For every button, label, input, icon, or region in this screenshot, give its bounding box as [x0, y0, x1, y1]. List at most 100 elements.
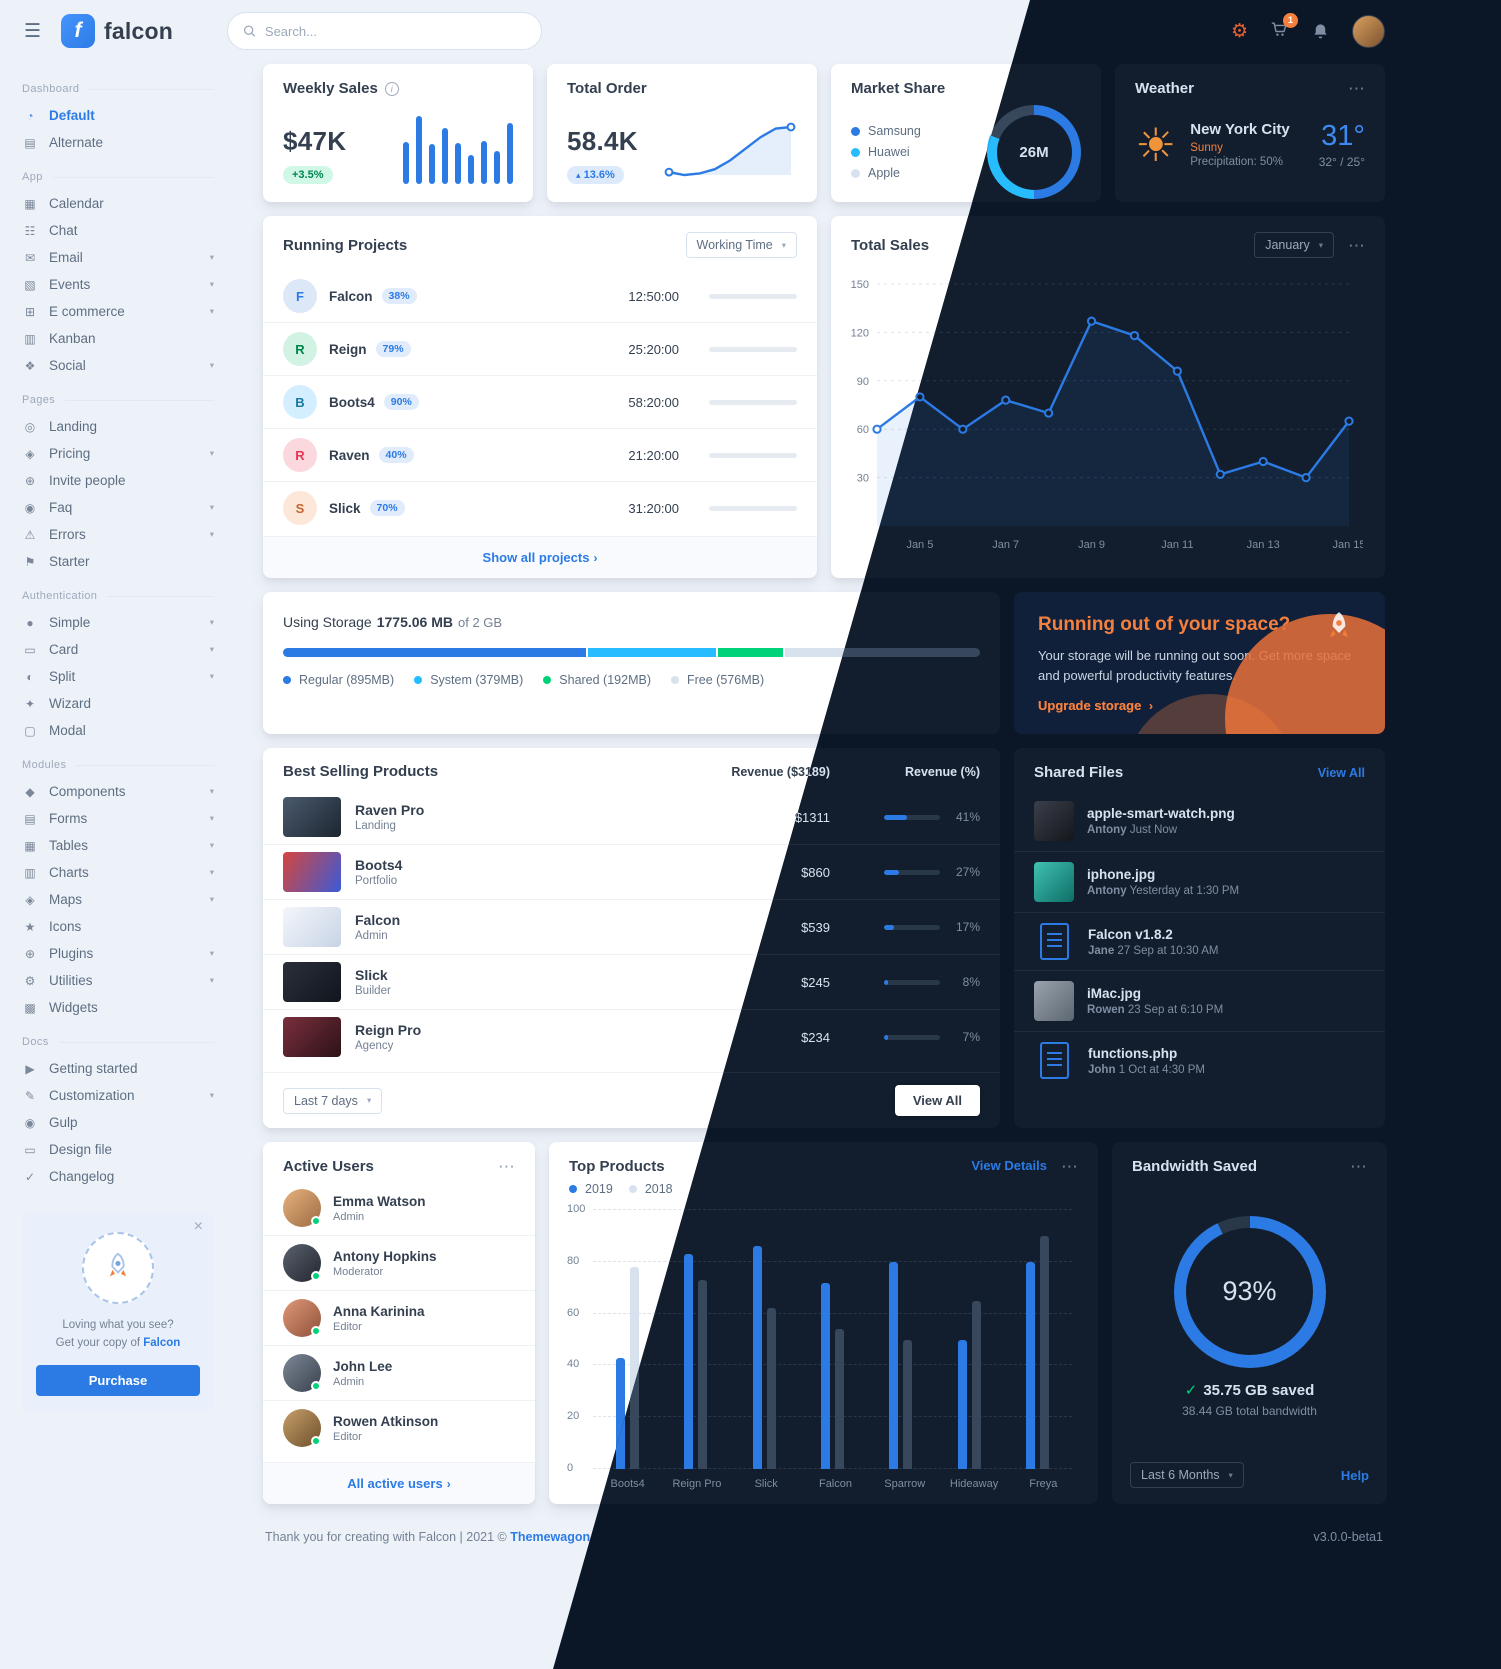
active-users-card: Active Users ⋯ Emma Watson Admin	[263, 1142, 535, 1504]
sidebar-item[interactable]: ★ Icons ▾	[22, 913, 214, 940]
sidebar-item[interactable]: ⚑ Starter ▾	[22, 548, 214, 575]
sidebar-item[interactable]: ▤ Forms ▾	[22, 805, 214, 832]
share-icon: ❖	[24, 358, 36, 373]
sidebar-item[interactable]: ◈ Pricing ▾	[22, 440, 214, 467]
close-icon[interactable]: ×	[193, 1218, 203, 1235]
sidebar-item[interactable]: ❖ Social ▾	[22, 352, 214, 379]
sidebar-item[interactable]: ▩ Widgets ▾	[22, 994, 214, 1021]
notifications-bell-icon[interactable]	[1311, 22, 1330, 41]
sidebar-item[interactable]: ☷ Chat ▾	[22, 217, 214, 244]
more-menu-icon[interactable]: ⋯	[1348, 79, 1365, 98]
sidebar-item[interactable]: ◉ Gulp ▾	[22, 1109, 214, 1136]
product-name-link[interactable]: Falcon	[355, 912, 401, 928]
brand[interactable]: f falcon	[61, 14, 173, 48]
more-menu-icon[interactable]: ⋯	[1061, 1157, 1078, 1176]
product-name-link[interactable]: Raven Pro	[355, 802, 425, 818]
sidebar-item[interactable]: ✉ Email ▾	[22, 244, 214, 271]
sidebar-item[interactable]: ▧ Events ▾	[22, 271, 214, 298]
search-input[interactable]	[264, 23, 526, 39]
view-all-link[interactable]: View All	[1317, 765, 1365, 780]
upgrade-storage-link[interactable]: Upgrade storage ›	[1038, 698, 1153, 713]
storage-legend-item: System (379MB)	[414, 673, 523, 687]
user-avatar[interactable]	[1352, 14, 1385, 48]
file-name-link[interactable]: apple-smart-watch.png	[1087, 806, 1235, 821]
storage-segment	[283, 648, 586, 657]
sidebar-item[interactable]: ▦ Tables ▾	[22, 832, 214, 859]
sidebar-item[interactable]: ✦ Wizard ▾	[22, 690, 214, 717]
sidebar-item[interactable]: ✓ Changelog ▾	[22, 1163, 214, 1190]
sidebar-item[interactable]: ◉ Faq ▾	[22, 494, 214, 521]
sidebar-item[interactable]: ▥ Charts ▾	[22, 859, 214, 886]
sidebar-item[interactable]: ◈ Maps ▾	[22, 886, 214, 913]
storage-legend-item: Regular (895MB)	[283, 673, 394, 687]
sidebar-item[interactable]: ▶ Getting started ▾	[22, 1055, 214, 1082]
bandwidth-percent: 93%	[1222, 1276, 1277, 1306]
sidebar-item[interactable]: ◐ Split ▾	[22, 663, 214, 690]
falcon-link[interactable]: Falcon	[143, 1337, 181, 1350]
more-menu-icon[interactable]: ⋯	[1350, 1157, 1367, 1176]
product-name-link[interactable]: Reign Pro	[355, 1022, 422, 1038]
sidebar-item[interactable]: ◔ Default ▾	[22, 102, 214, 129]
sidebar-item[interactable]: ▦ Calendar ▾	[22, 190, 214, 217]
sidebar-item[interactable]: ▭ Card ▾	[22, 636, 214, 663]
magic-wand-icon: ✦	[24, 696, 36, 711]
user-name-link[interactable]: Anna Karinina	[333, 1303, 425, 1319]
product-name-link[interactable]: Boots4	[355, 857, 403, 873]
revenue-percent-bar	[884, 979, 940, 985]
file-name-link[interactable]: Falcon v1.8.2	[1088, 926, 1173, 942]
sidebar-item[interactable]: ◎ Landing ▾	[22, 413, 214, 440]
product-name-link[interactable]: Slick	[355, 967, 388, 983]
online-status-dot	[311, 1381, 321, 1391]
sidebar-item[interactable]: ▥ Kanban ▾	[22, 325, 214, 352]
file-name-link[interactable]: functions.php	[1088, 1045, 1178, 1061]
user-name-link[interactable]: Rowen Atkinson	[333, 1413, 439, 1429]
legend-item: 2018	[628, 1182, 673, 1196]
project-percent-badge: 38%	[381, 288, 417, 304]
user-name-link[interactable]: Emma Watson	[333, 1193, 426, 1209]
view-details-link[interactable]: View Details	[971, 1158, 1047, 1173]
file-name-link[interactable]: iphone.jpg	[1087, 867, 1156, 882]
month-select[interactable]: January▾	[1254, 232, 1334, 258]
info-icon[interactable]: i	[384, 81, 399, 96]
working-time-select[interactable]: Working Time▾	[685, 232, 797, 258]
chevron-right-icon: ›	[446, 1477, 451, 1491]
show-all-projects-link[interactable]: Show all projects›	[263, 536, 817, 578]
sidebar-item[interactable]: ✎ Customization ▾	[22, 1082, 214, 1109]
user-name-link[interactable]: Antony Hopkins	[333, 1248, 437, 1264]
all-active-users-link[interactable]: All active users›	[263, 1462, 535, 1504]
sidebar-item[interactable]: ⚙ Utilities ▾	[22, 967, 214, 994]
more-menu-icon[interactable]: ⋯	[498, 1157, 515, 1176]
sidebar-item-label: Design file	[49, 1142, 113, 1157]
view-all-button[interactable]: View All	[894, 1085, 980, 1116]
sidebar-item[interactable]: ⚠ Errors ▾	[22, 521, 214, 548]
period-select[interactable]: Last 6 Months▾	[1130, 1462, 1244, 1488]
themewagon-link[interactable]: Themewagon	[510, 1530, 591, 1544]
sidebar-item[interactable]: ▢ Modal ▾	[22, 717, 214, 744]
file-name-link[interactable]: iMac.jpg	[1087, 986, 1142, 1001]
menu-toggle-icon[interactable]: ☰	[24, 20, 42, 42]
sidebar-item[interactable]: ● Simple ▾	[22, 609, 214, 636]
sidebar-item[interactable]: ▭ Design file ▾	[22, 1136, 214, 1163]
user-name-link[interactable]: John Lee	[333, 1358, 393, 1374]
shopping-cart-button[interactable]: 1	[1270, 13, 1298, 42]
sidebar-item[interactable]: ⊕ Plugins ▾	[22, 940, 214, 967]
sidebar-item[interactable]: ⊞ E commerce ▾	[22, 298, 214, 325]
sidebar-item[interactable]: ▤ Alternate ▾	[22, 129, 214, 156]
sidebar-item[interactable]: ◆ Components ▾	[22, 778, 214, 805]
purchase-button[interactable]: Purchase	[36, 1364, 200, 1396]
sidebar-item[interactable]: ⊕ Invite people ▾	[22, 467, 214, 494]
sidebar-item-label: Social	[49, 358, 86, 373]
help-link[interactable]: Help	[1340, 1467, 1369, 1483]
upgrade-storage-link[interactable]: Upgrade storage ›	[1038, 698, 1153, 713]
more-menu-icon[interactable]: ⋯	[1348, 235, 1365, 255]
storage-segment	[785, 648, 980, 657]
sidebar-item-label: Kanban	[49, 331, 96, 346]
sidebar-section: Authentication ● Simple ▾ ▭ Card ▾	[22, 590, 214, 744]
date-range-select[interactable]: Last 7 days▾	[283, 1087, 383, 1114]
settings-gear-icon[interactable]: ⚙	[1230, 20, 1248, 42]
